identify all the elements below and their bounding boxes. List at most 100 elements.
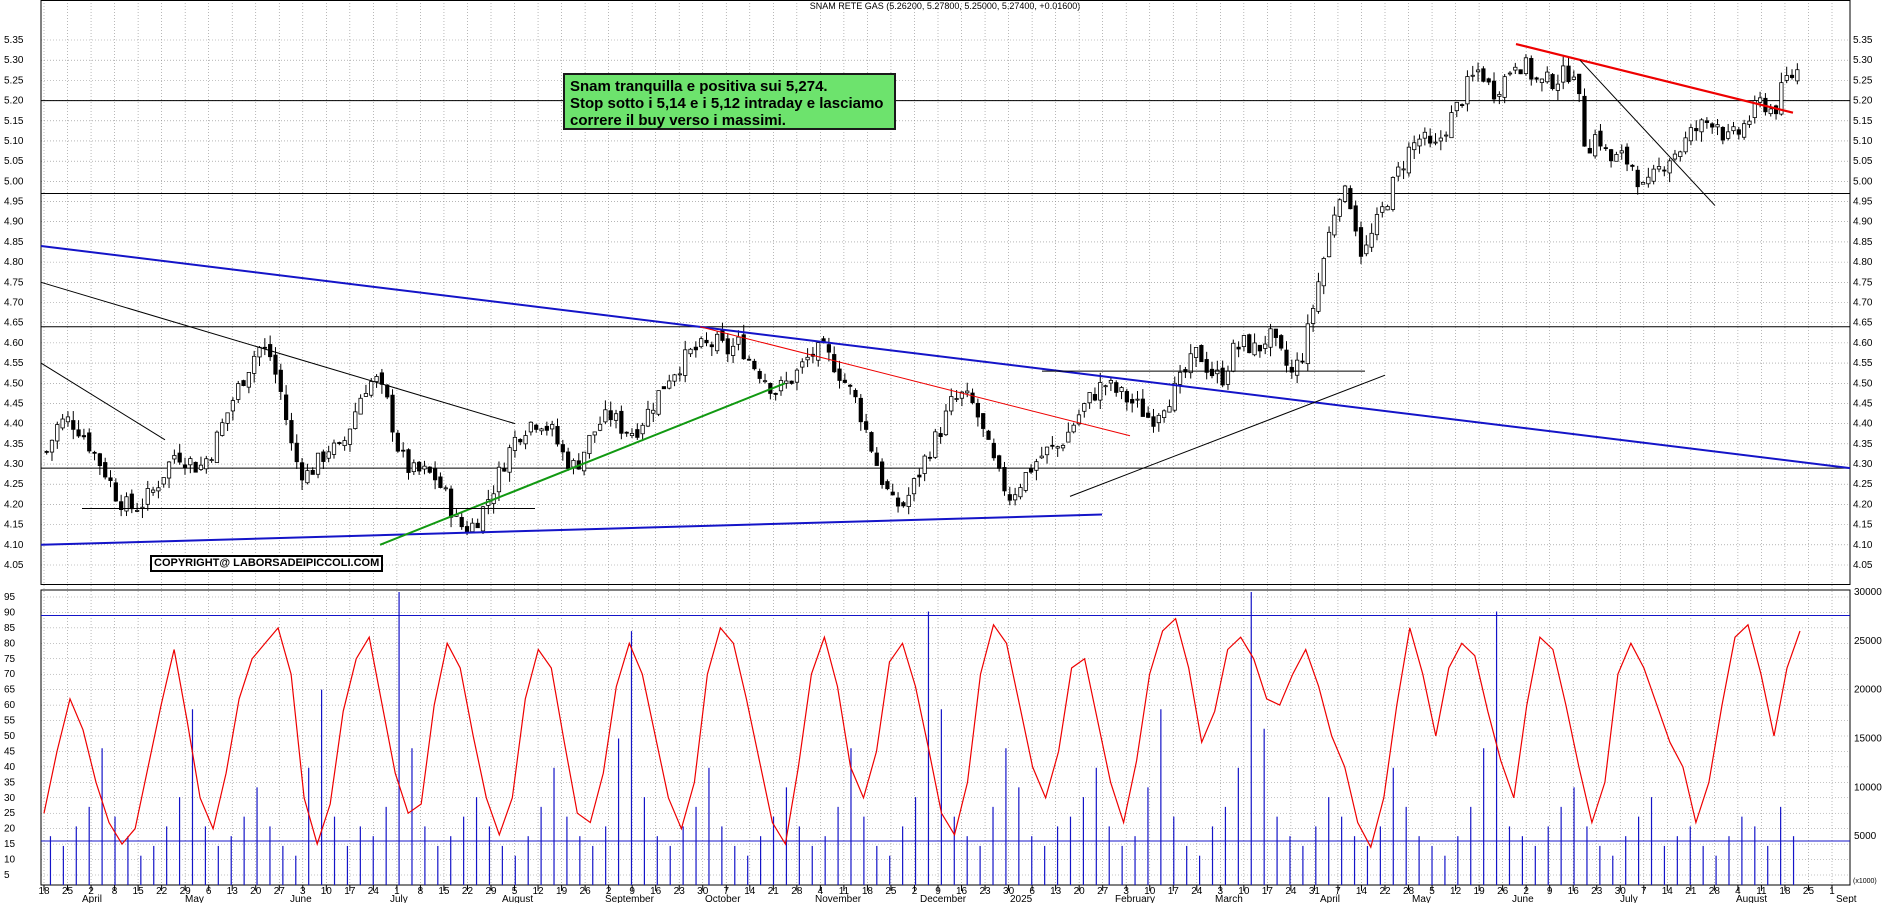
candle-body [1720, 126, 1725, 141]
candle-body [890, 491, 895, 496]
candle-body [1454, 101, 1459, 112]
price-tick-right: 5.05 [1853, 156, 1873, 167]
candle-body [1726, 131, 1731, 139]
volume-unit-label: (x1000) [1853, 878, 1877, 885]
x-month-label: August [1736, 894, 1767, 903]
x-day-label: 17 [344, 886, 356, 897]
price-tick-right: 4.10 [1853, 540, 1873, 551]
candle-body [1417, 138, 1422, 147]
candle-body [315, 452, 321, 475]
candle-body [1263, 343, 1268, 349]
osc-tick-left: 80 [4, 638, 16, 649]
candle-body [71, 420, 76, 430]
candle-body [800, 361, 805, 368]
candle-body [220, 422, 225, 436]
candle-body [417, 461, 422, 472]
candle-body [922, 455, 927, 474]
candle-body [762, 380, 768, 383]
candle-body [1545, 71, 1550, 83]
osc-tick-left: 40 [4, 762, 16, 773]
candle-body [177, 452, 182, 463]
x-day-label: 19 [556, 886, 568, 897]
candle-body [1284, 349, 1289, 366]
x-day-label: 5 [512, 886, 518, 897]
osc-tick-left: 70 [4, 669, 16, 680]
x-day-label: 10 [321, 886, 333, 897]
x-day-label: 8 [418, 886, 424, 897]
x-month-label: September [605, 894, 655, 903]
candle-body [1060, 444, 1066, 449]
x-day-label: 1 [394, 886, 400, 897]
price-tick-right: 5.25 [1853, 75, 1873, 86]
candle-body [789, 380, 794, 384]
candle-body [422, 465, 427, 470]
candle-body [1247, 334, 1252, 354]
x-day-label: 24 [368, 886, 380, 897]
candle-body [1092, 394, 1098, 401]
candle-body [49, 439, 55, 453]
candle-body [1571, 76, 1576, 80]
chart-title: SNAM RETE GAS (5.26200, 5.27800, 5.25000… [809, 1, 1081, 11]
candle-body [805, 356, 810, 361]
candle-body [1028, 468, 1034, 473]
candle-body [715, 333, 720, 352]
candle-body [879, 461, 885, 485]
candle-body [470, 522, 475, 533]
candle-body [1757, 97, 1763, 103]
candle-body [1135, 398, 1140, 401]
volume-tick-right: 30000 [1854, 587, 1882, 598]
candle-body [736, 336, 741, 345]
trendlines [40, 42, 1851, 546]
candle-body [1353, 205, 1358, 232]
x-month-label: May [185, 894, 204, 903]
candle-body [1465, 76, 1470, 105]
candle-body [624, 431, 629, 434]
candle-body [129, 493, 134, 510]
candle-body [794, 369, 800, 383]
x-day-label: 13 [227, 886, 239, 897]
candle-body [379, 372, 384, 385]
candle-body [544, 425, 549, 431]
candle-body [997, 455, 1002, 469]
candle-body [1555, 83, 1560, 91]
candle-body [1252, 342, 1257, 356]
candle-body [273, 354, 278, 375]
candle-body [1630, 164, 1635, 167]
candle-body [1332, 214, 1337, 236]
candle-body [411, 462, 416, 473]
candle-body [1736, 129, 1741, 135]
volume-tick-right: 5000 [1854, 831, 1877, 842]
candle-body [1523, 57, 1529, 75]
x-day-label: 25 [885, 886, 897, 897]
volume-tick-right: 10000 [1854, 782, 1882, 793]
candle-body [1539, 78, 1545, 83]
blue-long-downtrend [40, 244, 1851, 470]
candle-body [1699, 119, 1704, 133]
candle-body [1433, 141, 1438, 144]
x-day-label: 6 [206, 886, 212, 897]
candle-body [1608, 149, 1614, 162]
candle-body [193, 461, 198, 473]
candle-body [1023, 472, 1028, 491]
candle-body [741, 334, 746, 360]
candle-body [933, 431, 938, 458]
x-day-label: 21 [1685, 886, 1697, 897]
price-tick-left: 4.20 [4, 499, 24, 510]
price-tick-left: 4.45 [4, 398, 24, 409]
candle-body [826, 344, 831, 353]
candle-body [1678, 151, 1683, 157]
candle-body [1002, 467, 1007, 492]
candle-body [1502, 76, 1507, 98]
candle-body [1018, 487, 1023, 498]
x-month-label: March [1215, 894, 1243, 903]
candle-body [677, 373, 682, 376]
candle-body [1289, 367, 1294, 373]
candle-body [278, 369, 283, 392]
price-panel-frame [40, 0, 1851, 585]
candle-body [1438, 137, 1443, 142]
candle-body [943, 410, 949, 436]
candle-body [1215, 369, 1220, 375]
candle-body [113, 482, 118, 502]
candle-body [480, 506, 486, 532]
